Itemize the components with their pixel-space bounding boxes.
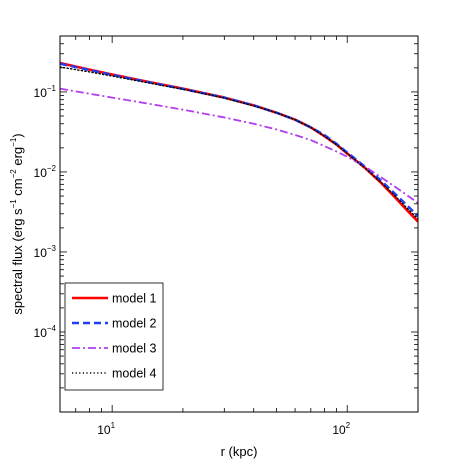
- legend: model 1 model 2 model 3 model 4: [64, 282, 164, 391]
- series-line-model-4: [60, 66, 418, 220]
- x-tick-label: 101: [97, 421, 115, 437]
- legend-label: model 4: [112, 367, 157, 381]
- legend-box: [64, 282, 164, 391]
- x-axis-label: r (kpc): [221, 444, 258, 459]
- series-line-model-2: [60, 62, 418, 218]
- legend-label: model 1: [112, 292, 157, 306]
- y-tick-label: 10−2: [34, 164, 57, 180]
- y-tick-label: 10−4: [34, 324, 57, 340]
- x-tick-label: 102: [332, 421, 350, 437]
- series-line-model-3: [60, 87, 418, 204]
- legend-label: model 3: [112, 342, 157, 356]
- y-tick-label: 10−1: [34, 84, 57, 100]
- y-tick-label: 10−3: [34, 244, 57, 260]
- y-axis-label: spectral flux (erg s−1 cm−2 erg−1): [9, 133, 25, 314]
- legend-label: model 2: [112, 317, 157, 331]
- plot-area: [60, 61, 418, 223]
- axes-frame: [59, 35, 419, 413]
- axes: 101 102 10−1 10−2 10−3 10−4 r (kpc) spectral fl…: [9, 35, 419, 459]
